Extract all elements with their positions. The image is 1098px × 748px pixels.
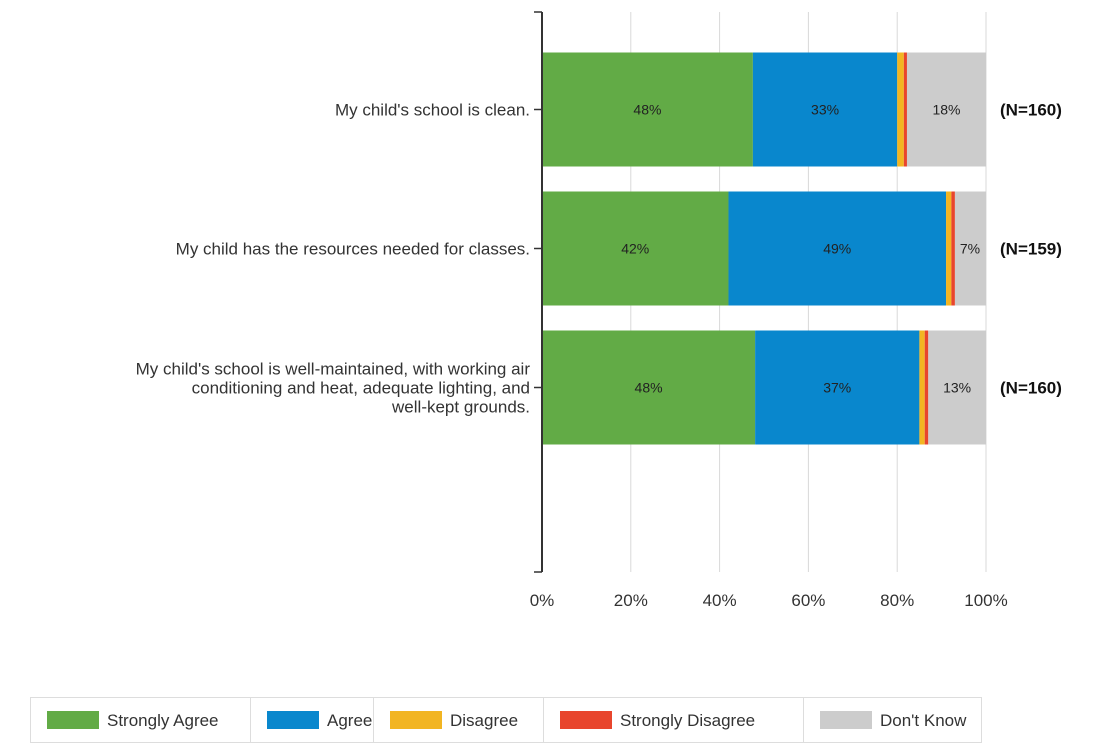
category-label-line: My child's school is clean. [335,101,530,120]
data-label: 18% [932,102,960,118]
legend-label: Disagree [450,711,518,730]
data-label: 33% [811,102,839,118]
bar-segment[interactable] [924,330,929,445]
x-tick-label: 20% [614,591,648,610]
bar-segment[interactable] [946,191,952,306]
x-tick-label: 40% [703,591,737,610]
x-tick-label: 80% [880,591,914,610]
bar-segment[interactable] [928,330,986,445]
bar-segment[interactable] [954,191,986,306]
category-label-line: well-kept grounds. [391,398,530,417]
x-tick-label: 0% [530,591,555,610]
bar-segment[interactable] [542,191,729,306]
data-label: 48% [635,380,663,396]
category-label-line: My child has the resources needed for cl… [176,240,530,259]
legend-label: Don't Know [880,711,967,730]
n-label: (N=159) [1000,240,1062,259]
category-label: My child's school is clean. [335,101,530,120]
data-label: 49% [823,241,851,257]
data-label: 7% [960,241,980,257]
bar-segment[interactable] [897,52,904,167]
legend-swatch [390,711,442,729]
data-label: 37% [823,380,851,396]
category-label-line: My child's school is well-maintained, wi… [136,360,531,379]
data-label: 42% [621,241,649,257]
bar-segment[interactable] [903,52,907,167]
data-label: 48% [633,102,661,118]
bar-segment[interactable] [951,191,955,306]
x-tick-label: 60% [791,591,825,610]
bar-segment[interactable] [755,330,920,445]
category-label: My child's school is well-maintained, wi… [136,360,531,417]
legend-label: Agree [327,711,372,730]
legend-swatch [47,711,99,729]
legend-swatch [560,711,612,729]
bar-segment[interactable] [542,330,756,445]
legend-swatch [820,711,872,729]
n-label: (N=160) [1000,101,1062,120]
legend-swatch [267,711,319,729]
bar-segment[interactable] [752,52,898,167]
legend-label: Strongly Agree [107,711,219,730]
data-label: 13% [943,380,971,396]
legend-label: Strongly Disagree [620,711,755,730]
n-label: (N=160) [1000,379,1062,398]
bar-segment[interactable] [728,191,947,306]
x-tick-label: 100% [964,591,1007,610]
bar-segment[interactable] [542,52,753,167]
bar-segment[interactable] [919,330,925,445]
category-label: My child has the resources needed for cl… [176,240,530,259]
bar-segment[interactable] [906,52,986,167]
category-label-line: conditioning and heat, adequate lighting… [192,379,530,398]
